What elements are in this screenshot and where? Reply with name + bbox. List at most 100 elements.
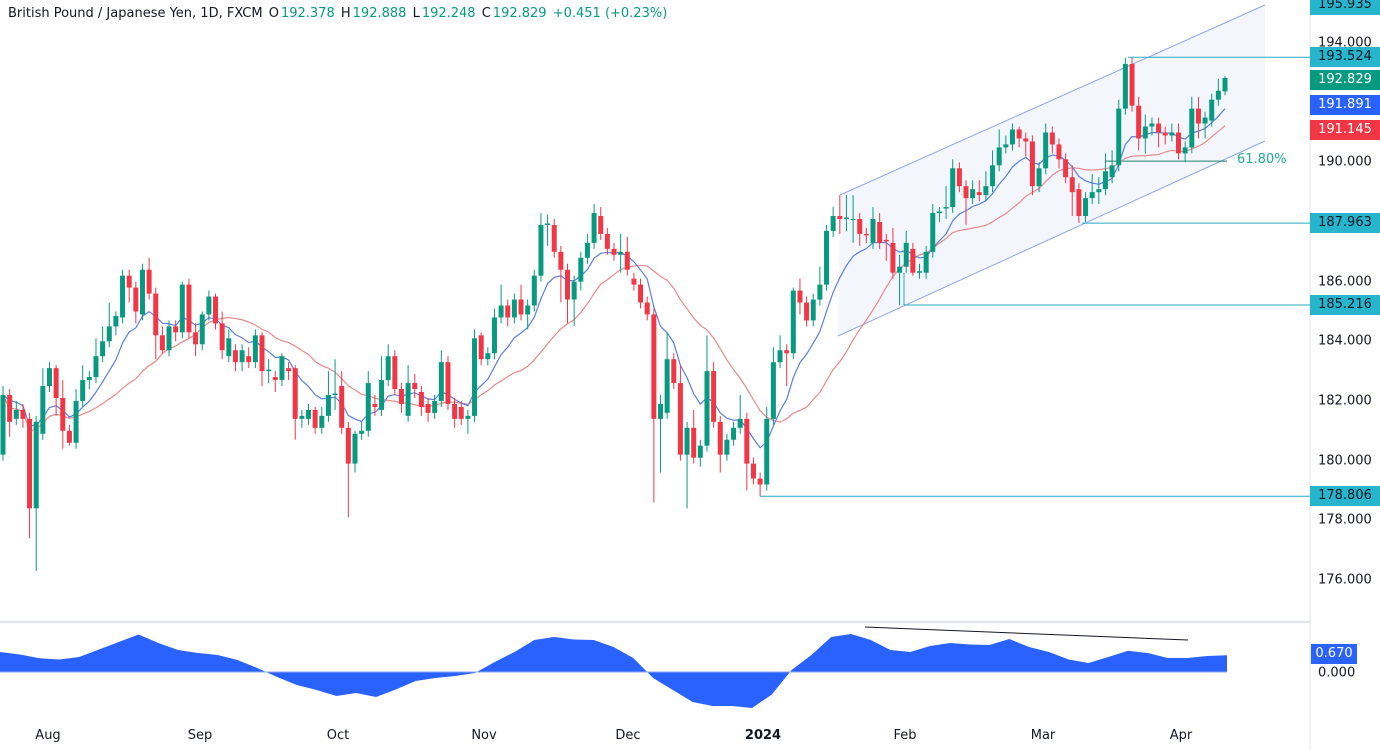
candle-bullish [438,362,444,401]
candle-bullish [917,271,922,273]
candle-bullish [704,371,710,446]
candle-bearish [398,389,404,404]
candle-bullish [697,445,703,458]
candle-bullish [120,275,126,318]
candle-bearish [624,251,630,270]
price-label-slow-ma: 191.145 [1310,120,1380,140]
oscillator-divergence-trendline [864,626,1189,641]
candle-bearish [339,386,345,428]
candle-bullish [531,275,537,306]
x-tick-label: Aug [35,728,61,743]
x-tick-label: Mar [1030,728,1056,743]
candle-bearish [1016,129,1022,139]
candle-bullish [86,377,92,381]
candle-bearish [598,216,604,234]
slow-moving-average-line [2,125,1226,432]
open-value: 192.378 [280,6,335,21]
candle-bullish [465,415,471,419]
candle-bullish [498,305,504,318]
candle-bearish [691,427,697,458]
candle-bullish [943,207,949,209]
high-label: H [340,6,351,21]
candle-bearish [1156,123,1162,133]
candle-bullish [80,380,86,401]
candle-bullish [40,386,46,434]
candle-bullish [1222,77,1228,92]
candle-bullish [936,211,942,214]
candle-bullish [664,359,670,413]
candle-bearish [7,394,13,422]
candle-bearish [452,403,458,419]
candle-bullish [113,315,119,327]
candle-bearish [60,397,66,431]
candle-bullish [332,393,338,395]
candle-bearish [638,284,644,303]
candle-bullish [266,369,272,372]
candle-bearish [272,377,278,381]
candle-bearish [53,368,59,398]
candle-bearish [611,248,617,255]
candle-bullish [299,415,305,419]
candle-bearish [717,421,723,455]
candle-bearish [392,356,398,390]
candle-bullish [0,394,6,455]
candle-bearish [863,233,869,236]
candle-bearish [651,314,657,419]
low-value: 192.248 [421,6,476,21]
oscillator-zero-label: 0.000 [1318,665,1356,681]
candle-bearish [750,463,756,479]
candle-bearish [286,368,292,372]
candle-bullish [810,299,816,321]
candle-bullish [764,418,770,485]
candle-bearish [604,233,610,249]
candle-bearish [232,350,238,363]
candle-bullish [472,338,478,416]
candle-bullish [405,383,411,416]
candle-bullish [166,326,172,351]
candle-bearish [20,409,26,419]
candle-bullish [306,409,311,419]
candle-bearish [1195,108,1201,124]
oscillator-area [0,634,1227,708]
candle-bullish [571,281,577,300]
candle-bullish [1102,171,1108,190]
candle-bullish [352,433,358,464]
candle-bearish [372,403,378,407]
candle-bullish [843,217,849,219]
candle-bullish [1043,132,1049,169]
high-value: 192.888 [352,6,407,21]
candle-bearish [1023,138,1029,142]
chart-legend: British Pound / Japanese Yen, 1D, FXCM O… [8,6,669,21]
candle-bullish [970,189,976,199]
candle-bearish [890,242,896,273]
y-tick-label: 194.000 [1318,35,1372,51]
candle-bearish [518,299,524,315]
candle-bearish [1063,159,1069,178]
candle-bearish [418,392,424,407]
candle-bearish [126,275,132,288]
symbol-title: British Pound / Japanese Yen, 1D, FXCM [8,6,263,21]
candle-bullish [737,418,743,428]
y-tick-label: 176.000 [1318,572,1372,588]
candle-bullish [93,356,99,378]
low-label: L [412,6,420,21]
candle-bearish [27,418,33,509]
candle-bearish [478,335,484,360]
candle-bearish [312,409,318,428]
candle-bearish [505,305,511,318]
x-tick-label: Nov [471,728,497,743]
candle-bullish [252,335,258,363]
candle-bullish [179,284,185,333]
candle-bearish [976,192,982,196]
candle-bullish [950,168,956,208]
price-label-feb-low: 185.216 [1310,295,1380,316]
candle-bullish [239,350,245,363]
candle-bullish [584,242,590,258]
candle-bullish [545,223,551,225]
candle-bearish [797,290,803,303]
candle-bullish [46,368,52,387]
x-tick-label: Oct [326,728,350,743]
candle-bullish [1003,144,1009,148]
candle-bullish [279,356,285,381]
